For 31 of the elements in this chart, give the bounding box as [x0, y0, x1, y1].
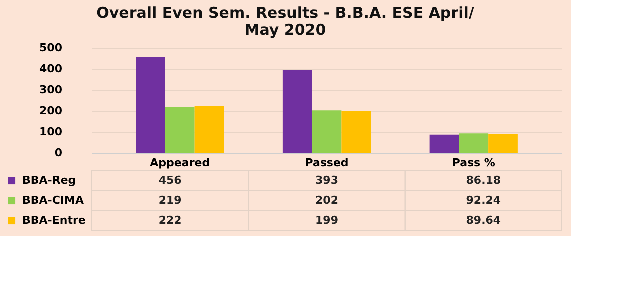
y-tick-label: 0: [54, 146, 63, 160]
legend-label: BBA-Reg: [22, 174, 76, 187]
legend-label: BBA-CIMA: [22, 194, 84, 207]
bar: [488, 134, 518, 153]
y-tick-label: 300: [40, 84, 63, 96]
bar: [459, 134, 489, 153]
chart-title: Overall Even Sem. Results - B.B.A. ESE April/ May 2020: [96, 4, 475, 39]
data-label: 456: [158, 174, 182, 187]
legend-label: BBA-Entre: [22, 214, 86, 227]
x-tick-label: Passed: [305, 156, 349, 170]
bar: [430, 134, 460, 153]
y-tick-label: 200: [40, 104, 63, 118]
data-label: 222: [158, 214, 182, 227]
data-label: 219: [158, 194, 182, 207]
data-label: 393: [316, 174, 338, 187]
bar: [136, 57, 166, 153]
x-tick-label: Appeared: [150, 156, 210, 170]
bar: [165, 107, 195, 153]
y-tick-label: 100: [40, 126, 63, 138]
x-tick-label: Pass %: [452, 156, 496, 170]
y-tick-label: 500: [40, 42, 63, 54]
data-label: 86.18: [466, 174, 502, 187]
bar: [342, 111, 372, 153]
bar: [312, 110, 342, 153]
bar: [282, 70, 312, 153]
data-label: 202: [316, 194, 338, 207]
y-tick-label: 400: [40, 62, 63, 76]
bar: [194, 106, 224, 153]
data-label: 199: [316, 214, 338, 227]
data-label: 89.64: [466, 214, 502, 227]
data-label: 92.24: [466, 194, 502, 207]
